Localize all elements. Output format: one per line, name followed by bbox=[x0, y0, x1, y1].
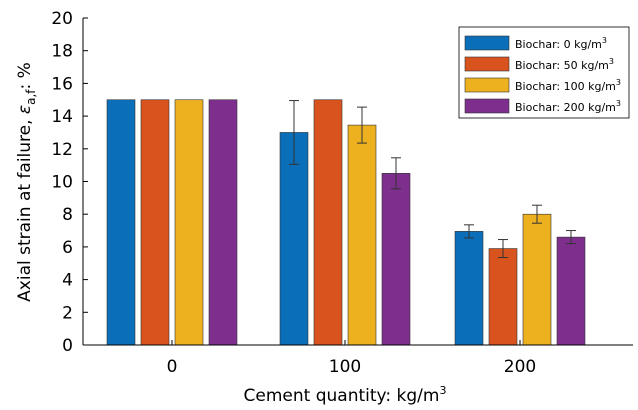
x-tick-label: 100 bbox=[329, 357, 361, 377]
legend-label: Biochar: 50 kg/m3 bbox=[515, 57, 614, 72]
x-tick-label: 0 bbox=[167, 357, 178, 377]
bar bbox=[140, 99, 170, 346]
legend-swatch bbox=[464, 77, 510, 93]
y-tick-label: 20 bbox=[51, 9, 73, 29]
y-tick-label: 2 bbox=[62, 303, 73, 323]
error-bars bbox=[289, 100, 576, 259]
bar bbox=[208, 99, 238, 346]
bar bbox=[488, 248, 518, 346]
legend-label: Biochar: 200 kg/m3 bbox=[515, 99, 621, 114]
legend-swatch bbox=[464, 35, 510, 51]
y-tick-label: 8 bbox=[62, 205, 73, 225]
y-tick-label: 12 bbox=[51, 140, 73, 160]
y-tick-label: 6 bbox=[62, 238, 73, 258]
bar bbox=[522, 213, 552, 346]
bar bbox=[174, 99, 204, 346]
y-axis-title: Axial strain at failure, εa,f: % bbox=[15, 62, 38, 302]
legend-label: Biochar: 0 kg/m3 bbox=[515, 36, 607, 51]
y-tick-label: 10 bbox=[51, 173, 73, 193]
legend-label: Biochar: 100 kg/m3 bbox=[515, 78, 621, 93]
bar bbox=[454, 231, 484, 346]
legend-swatch bbox=[464, 56, 510, 72]
y-tick-label: 4 bbox=[62, 271, 73, 291]
x-tick-label: 200 bbox=[504, 357, 536, 377]
legend: Biochar: 0 kg/m3 Biochar: 50 kg/m3 Biochar… bbox=[458, 26, 630, 119]
x-axis-ticks: 0 100 200 bbox=[167, 340, 536, 377]
y-tick-label: 16 bbox=[51, 74, 73, 94]
y-tick-label: 18 bbox=[51, 42, 73, 62]
bars bbox=[106, 99, 586, 346]
bar bbox=[313, 99, 343, 346]
x-axis-title: Cement quantity: kg/m3 bbox=[244, 384, 447, 406]
y-axis-ticks: 0 2 4 6 8 10 12 14 16 18 20 bbox=[51, 9, 88, 356]
bar bbox=[106, 99, 136, 346]
bar bbox=[556, 236, 586, 346]
bar bbox=[347, 124, 377, 346]
y-tick-label: 0 bbox=[62, 336, 73, 356]
legend-swatch bbox=[464, 98, 510, 114]
y-tick-label: 14 bbox=[51, 107, 73, 127]
bar bbox=[381, 173, 411, 346]
bar bbox=[279, 132, 309, 346]
